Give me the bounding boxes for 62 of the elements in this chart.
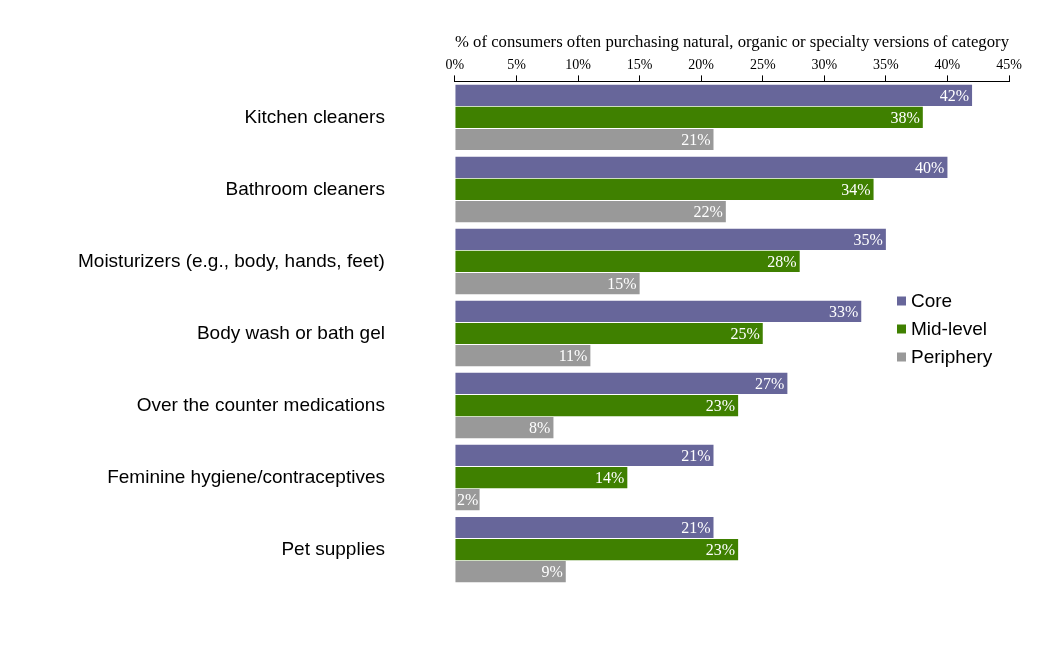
bar xyxy=(455,466,628,489)
data-label: 15% xyxy=(607,274,637,292)
bar xyxy=(455,200,726,223)
bar xyxy=(455,516,714,539)
data-label: 23% xyxy=(705,540,736,558)
bar xyxy=(455,538,739,561)
data-label: 27% xyxy=(755,374,785,392)
data-label: 22% xyxy=(693,202,723,220)
bar xyxy=(455,250,800,273)
bar xyxy=(455,561,566,583)
bar xyxy=(455,84,973,106)
data-label: 35% xyxy=(853,230,883,248)
bar xyxy=(455,372,788,395)
bar xyxy=(455,444,714,467)
bar xyxy=(455,272,640,295)
data-label: 33% xyxy=(828,302,859,320)
x-tick-label: 45% xyxy=(996,56,1023,72)
y-tick-label: Moisturizers (e.g., body, hands, feet) xyxy=(78,249,385,271)
bar xyxy=(455,178,874,201)
bar xyxy=(455,344,591,367)
y-tick-label: Feminine hygiene/contraceptives xyxy=(107,465,385,487)
x-tick-label: 25% xyxy=(749,56,776,72)
x-tick-label: 10% xyxy=(565,56,592,72)
data-label: 11% xyxy=(558,346,588,364)
x-tick-label: 0% xyxy=(445,56,465,72)
legend-label: Mid-level xyxy=(911,317,988,339)
data-label: 14% xyxy=(594,468,625,486)
data-label: 8% xyxy=(529,418,551,436)
bar xyxy=(455,128,714,151)
data-label: 23% xyxy=(705,396,736,414)
x-tick-label: 15% xyxy=(626,56,653,72)
y-tick-label: Body wash or bath gel xyxy=(196,321,385,343)
legend-label: Periphery xyxy=(911,345,993,367)
y-tick-label: Bathroom cleaners xyxy=(225,177,385,199)
data-label: 2% xyxy=(456,490,479,508)
x-tick-label: 40% xyxy=(934,56,961,72)
bar xyxy=(455,156,948,178)
data-label: 28% xyxy=(767,252,797,270)
data-label: 21% xyxy=(681,518,711,536)
x-tick-label: 20% xyxy=(688,56,715,72)
x-tick-label: 35% xyxy=(873,56,900,72)
data-label: 42% xyxy=(939,86,970,104)
legend-label: Core xyxy=(911,289,953,311)
bar xyxy=(455,394,739,417)
data-label: 40% xyxy=(915,158,945,176)
data-label: 9% xyxy=(541,562,563,580)
data-label: 21% xyxy=(681,130,711,148)
data-label: 38% xyxy=(890,108,920,126)
x-axis-title: % of consumers often purchasing natural, organic or specialty versions of category xyxy=(454,31,1010,51)
data-label: 21% xyxy=(681,446,711,464)
data-label: 25% xyxy=(730,324,760,342)
y-tick-label: Over the counter medications xyxy=(136,393,385,415)
bar xyxy=(455,106,923,129)
data-label: 34% xyxy=(841,180,871,198)
y-tick-label: Kitchen cleaners xyxy=(244,105,385,127)
bar xyxy=(455,228,886,250)
bar xyxy=(455,322,763,345)
bar xyxy=(455,417,554,439)
x-tick-label: 5% xyxy=(507,56,527,72)
bar xyxy=(455,300,862,323)
x-tick-label: 30% xyxy=(811,56,838,72)
y-tick-label: Pet supplies xyxy=(281,537,385,559)
